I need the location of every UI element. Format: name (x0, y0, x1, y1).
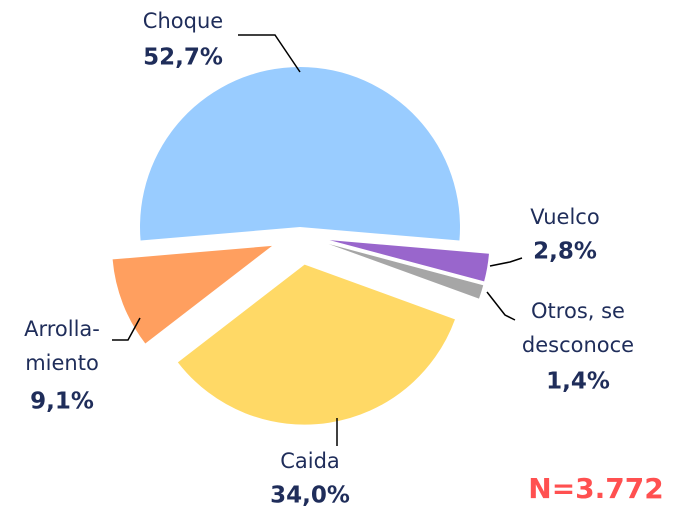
pie-slice (112, 245, 273, 344)
slice-label-line: miento (25, 351, 99, 375)
slice-value: 1,4% (546, 369, 610, 395)
slice-value: 2,8% (533, 239, 597, 265)
pie-slice (140, 66, 460, 241)
leader-line (486, 291, 516, 321)
slice-label-line: desconoce (522, 333, 634, 357)
slice-value: 52,7% (143, 45, 223, 71)
pie-slice (177, 264, 455, 425)
slice-label: Vuelco (530, 205, 599, 229)
slice-label: Arrolla-miento (24, 317, 100, 375)
slice-label-line: Otros, se (531, 299, 625, 323)
slice-value: 34,0% (270, 483, 350, 509)
slice-label: Choque (143, 9, 223, 33)
leader-line (112, 317, 141, 341)
sample-size: N=3.772 (528, 472, 663, 505)
leader-line (489, 257, 523, 267)
slice-value: 9,1% (30, 389, 94, 415)
leader-line (238, 34, 301, 73)
slice-label: Caida (280, 449, 340, 473)
pie-slice (329, 240, 489, 282)
pie-slice (328, 244, 484, 299)
slice-label-line: Arrolla- (24, 317, 100, 341)
slice-label: Otros, se desconoce (522, 299, 634, 357)
